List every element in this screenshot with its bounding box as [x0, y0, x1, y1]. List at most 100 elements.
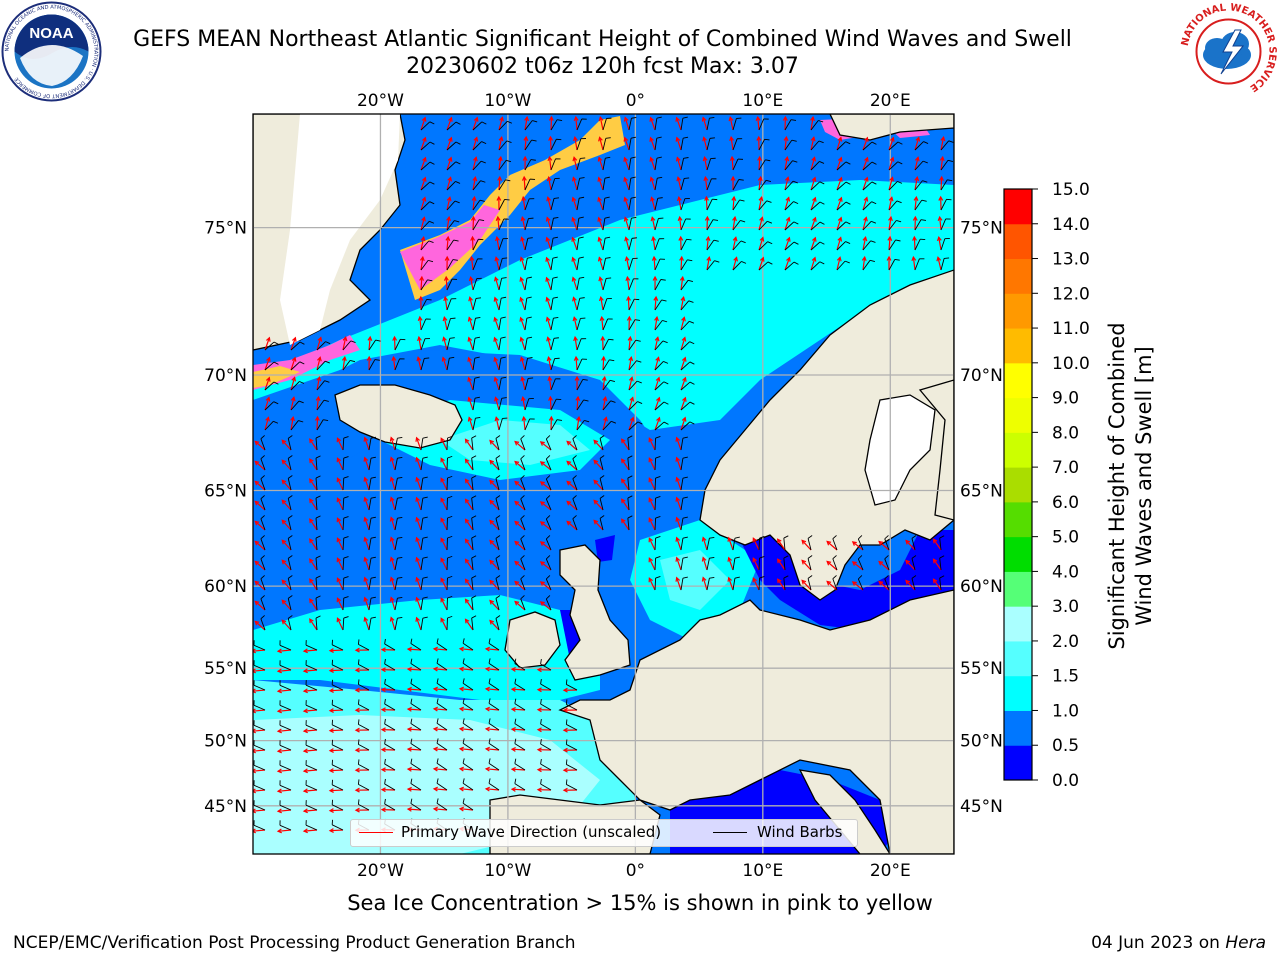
wave-arrow-head [415, 436, 420, 442]
wind-barb-flag [422, 476, 428, 479]
wave-arrow [653, 256, 656, 271]
wind-barb [342, 360, 351, 371]
wave-arrow-head [677, 215, 683, 221]
wave-arrow [253, 709, 266, 712]
wave-arrow-head [575, 395, 581, 401]
wind-barb-flag [436, 798, 439, 804]
wave-arrow-head [905, 579, 911, 585]
wind-barb-flag [858, 575, 863, 580]
wind-barb-flag [436, 698, 439, 704]
wave-arrow [521, 377, 526, 391]
wind-barb-flag [792, 180, 798, 184]
wind-barb [315, 558, 318, 571]
wave-arrow [933, 558, 942, 571]
wave-arrow-head [302, 728, 308, 734]
wave-arrow-head [415, 516, 420, 522]
wave-arrow [446, 177, 452, 191]
wind-barb-flag [370, 596, 376, 599]
colorbar-tick-label: 8.0 [1052, 423, 1079, 443]
wind-barb [316, 341, 326, 351]
wind-barb [446, 200, 456, 211]
wind-barb [520, 598, 526, 611]
wave-arrow-head [328, 808, 334, 813]
wind-barb-flag [793, 261, 799, 265]
wind-barb [394, 358, 400, 371]
wave-arrow-head [302, 768, 308, 774]
wind-barb-flag [471, 575, 477, 579]
wind-barb-flag [606, 277, 612, 279]
colorbar-segment [1004, 571, 1032, 607]
wind-barb [446, 338, 451, 351]
wind-barb [420, 299, 428, 311]
wind-barb [758, 261, 769, 271]
wind-barb-flag [299, 361, 305, 365]
wind-barb [628, 258, 634, 271]
wind-barb [472, 180, 481, 191]
wave-arrow-head [497, 175, 503, 181]
wave-arrow [433, 808, 448, 811]
vector-field [253, 115, 954, 834]
wave-arrow [566, 521, 578, 531]
wave-arrow [446, 197, 451, 211]
wave-arrow [648, 438, 656, 451]
wind-barb [576, 358, 583, 371]
wind-barb [680, 558, 684, 571]
wave-arrow [290, 377, 296, 391]
wave-arrow [597, 197, 604, 211]
wave-arrow-head [576, 415, 581, 422]
wind-barb [602, 380, 611, 391]
wave-arrow [290, 417, 294, 431]
wave-arrow-head [572, 316, 578, 322]
wind-barb [602, 278, 607, 291]
wave-arrow-head [363, 616, 369, 622]
wave-arrow-head [675, 456, 681, 462]
wind-barb [279, 824, 292, 831]
wave-arrow [676, 537, 682, 551]
wind-barb [287, 598, 292, 611]
wave-arrow-head [302, 668, 308, 674]
wind-barb [420, 558, 424, 571]
wind-barb-flag [655, 556, 661, 559]
wind-barb [384, 783, 396, 791]
lon-tick-label-bottom: 10°W [484, 861, 531, 881]
wind-barb [628, 198, 632, 211]
wave-arrow-head [851, 561, 857, 566]
wind-barb [520, 438, 526, 451]
wind-barb-flag [546, 555, 551, 560]
wave-arrow [602, 356, 605, 371]
wave-arrow [593, 480, 604, 491]
wave-arrow-head [752, 537, 757, 543]
land-europe [558, 589, 954, 854]
wave-arrow-head [380, 707, 386, 713]
wind-barb [472, 239, 479, 251]
wind-barb-flag [298, 420, 304, 423]
wave-arrow-head [472, 175, 478, 182]
wind-barb [758, 577, 761, 591]
wind-barb-flag [343, 536, 349, 539]
wave-arrow [433, 688, 448, 691]
wave-arrow [836, 157, 842, 171]
wind-barb [260, 598, 266, 611]
wave-arrow-head [623, 176, 628, 182]
wave-arrow-head [265, 396, 271, 402]
wind-barb [576, 420, 585, 431]
wave-arrow-head [593, 519, 599, 525]
wind-barb-flag [357, 739, 360, 745]
wave-arrow [706, 257, 710, 271]
wind-barb-flag [682, 496, 688, 499]
wave-arrow-head [648, 437, 653, 443]
wind-barb [628, 218, 632, 231]
wind-barb [706, 118, 710, 131]
wave-arrow [940, 157, 944, 171]
wind-barb [410, 643, 422, 651]
wave-arrow-head [520, 236, 525, 242]
wind-barb [498, 318, 502, 331]
wave-arrow-head [548, 415, 554, 421]
wave-arrow [281, 539, 292, 551]
wind-barb [253, 744, 266, 751]
wave-arrow [303, 669, 318, 672]
wind-barb-flag [884, 535, 889, 540]
wind-barb [514, 783, 526, 791]
wave-arrow-head [627, 335, 633, 341]
